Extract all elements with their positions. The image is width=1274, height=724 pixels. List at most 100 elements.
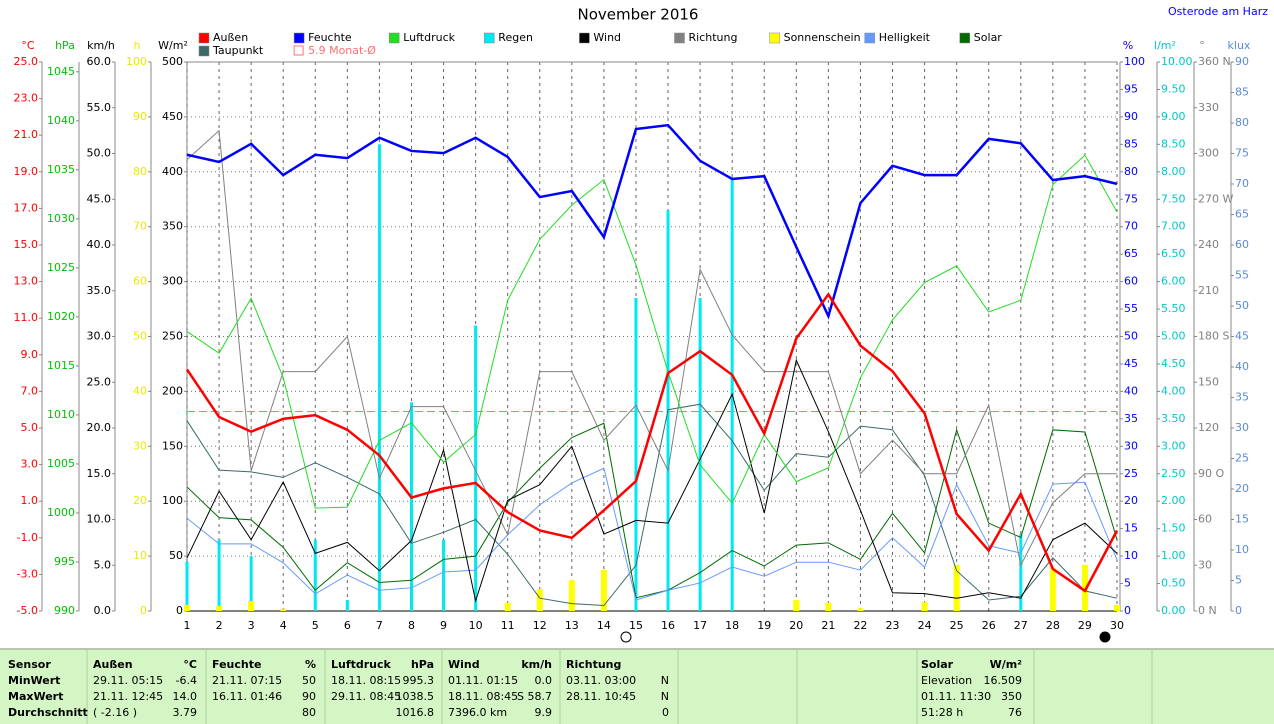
y-tick-label: 21.0 bbox=[14, 128, 39, 141]
y-tick-label: -1.0 bbox=[17, 531, 38, 544]
y-tick-label: 20 bbox=[133, 494, 147, 507]
y-tick-label: 1.0 bbox=[21, 494, 39, 507]
bar bbox=[921, 602, 928, 611]
table-value: 90 bbox=[302, 690, 316, 703]
row-label: Durchschnitt bbox=[8, 706, 88, 719]
y-tick-label: 100 bbox=[162, 494, 183, 507]
x-tick-label: 25 bbox=[950, 619, 964, 632]
legend-swatch bbox=[484, 32, 495, 44]
table-time: 29.11. 08:45 bbox=[331, 690, 401, 703]
y-tick-label: 30.0 bbox=[87, 330, 112, 343]
y-tick-label: 90 O bbox=[1198, 467, 1224, 480]
y-tick-label: 50.0 bbox=[87, 147, 112, 160]
bar bbox=[313, 539, 317, 611]
x-tick-label: 26 bbox=[982, 619, 996, 632]
y-tick-label: 1035 bbox=[47, 163, 75, 176]
y-tick-label: 100 bbox=[126, 55, 147, 68]
table-time: 16.11. 01:46 bbox=[212, 690, 282, 703]
bar bbox=[248, 601, 255, 611]
y-tick-label: 90 bbox=[1124, 110, 1138, 123]
y-tick-label: 0.00 bbox=[1161, 604, 1186, 617]
x-tick-label: 1 bbox=[184, 619, 191, 632]
x-tick-label: 10 bbox=[469, 619, 483, 632]
table-time: 51:28 h bbox=[921, 706, 963, 719]
bar bbox=[442, 539, 446, 611]
table-value: 76 bbox=[1008, 706, 1022, 719]
legend-label: Luftdruck bbox=[403, 31, 455, 44]
group-unit: % bbox=[305, 658, 316, 671]
y-tick-label: 0 bbox=[176, 604, 183, 617]
y-tick-label: 20 bbox=[1235, 482, 1249, 495]
y-tick-label: 25 bbox=[1124, 467, 1138, 480]
table-value: N bbox=[661, 674, 669, 687]
y-tick-label: 240 bbox=[1198, 238, 1219, 251]
y-tick-label: 200 bbox=[162, 384, 183, 397]
y-tick-label: 35.0 bbox=[87, 284, 112, 297]
y-tick-label: 2.00 bbox=[1161, 494, 1186, 507]
y-tick-label: 0 bbox=[1124, 604, 1131, 617]
y-tick-label: 45 bbox=[1235, 330, 1249, 343]
bar bbox=[600, 569, 607, 611]
table-value: 0 bbox=[662, 706, 669, 719]
y-tick-label: 5 bbox=[1235, 574, 1242, 587]
y-tick-label: 45.0 bbox=[87, 192, 112, 205]
bar bbox=[698, 298, 702, 611]
y-tick-label: 1020 bbox=[47, 310, 75, 323]
axis-unit: % bbox=[1123, 39, 1133, 52]
y-tick-label: 0 bbox=[140, 604, 147, 617]
x-tick-label: 20 bbox=[789, 619, 803, 632]
y-tick-label: 1025 bbox=[47, 261, 75, 274]
group-header: Luftdruck bbox=[331, 658, 392, 671]
x-tick-label: 3 bbox=[248, 619, 255, 632]
table-value: 16.509 bbox=[984, 674, 1023, 687]
table-value: N bbox=[661, 690, 669, 703]
series-line bbox=[186, 154, 1118, 509]
bar bbox=[793, 600, 800, 611]
table-background bbox=[0, 648, 1274, 724]
y-tick-label: 0 bbox=[1235, 604, 1242, 617]
bar bbox=[1019, 534, 1023, 611]
y-tick-label: 40 bbox=[133, 384, 147, 397]
y-tick-label: 80 bbox=[1124, 165, 1138, 178]
y-tick-label: 10.0 bbox=[87, 513, 112, 526]
x-tick-label: 21 bbox=[821, 619, 835, 632]
legend-label: Solar bbox=[974, 31, 1003, 44]
bar bbox=[1081, 564, 1088, 611]
y-tick-label: 1015 bbox=[47, 359, 75, 372]
y-tick-label: 1.00 bbox=[1161, 549, 1186, 562]
y-tick-label: 450 bbox=[162, 110, 183, 123]
series-line bbox=[186, 129, 1117, 567]
bar bbox=[216, 606, 223, 611]
legend-swatch bbox=[864, 32, 875, 44]
y-tick-label: 50 bbox=[169, 549, 183, 562]
x-tick-label: 16 bbox=[661, 619, 675, 632]
y-tick-label: 17.0 bbox=[14, 201, 39, 214]
y-tick-label: 55.0 bbox=[87, 101, 112, 114]
x-tick-label: 22 bbox=[853, 619, 867, 632]
table-time: 18.11. 08:15 bbox=[331, 674, 401, 687]
legend-swatch bbox=[198, 45, 210, 57]
y-tick-label: 20 bbox=[1124, 494, 1138, 507]
legend-swatch bbox=[674, 32, 685, 44]
x-tick-label: 7 bbox=[376, 619, 383, 632]
table-value: 14.0 bbox=[173, 690, 198, 703]
x-tick-label: 4 bbox=[280, 619, 287, 632]
moon-icon bbox=[1099, 631, 1111, 643]
y-tick-label: 80 bbox=[133, 165, 147, 178]
legend-swatch bbox=[293, 45, 304, 56]
y-tick-label: 1.50 bbox=[1161, 522, 1186, 535]
y-tick-label: 75 bbox=[1124, 192, 1138, 205]
y-tick-label: 3.00 bbox=[1161, 439, 1186, 452]
y-tick-label: 330 bbox=[1198, 101, 1219, 114]
series-line bbox=[186, 358, 1118, 603]
table-value: 995.3 bbox=[403, 674, 435, 687]
legend-label: Sonnenschein bbox=[784, 31, 861, 44]
bar bbox=[280, 608, 287, 611]
axis-unit: klux bbox=[1228, 39, 1251, 52]
bar bbox=[504, 602, 511, 611]
x-tick-label: 2 bbox=[216, 619, 223, 632]
group-unit: hPa bbox=[411, 658, 434, 671]
legend-label: Taupunkt bbox=[212, 44, 264, 57]
y-tick-label: 25.0 bbox=[14, 55, 39, 68]
